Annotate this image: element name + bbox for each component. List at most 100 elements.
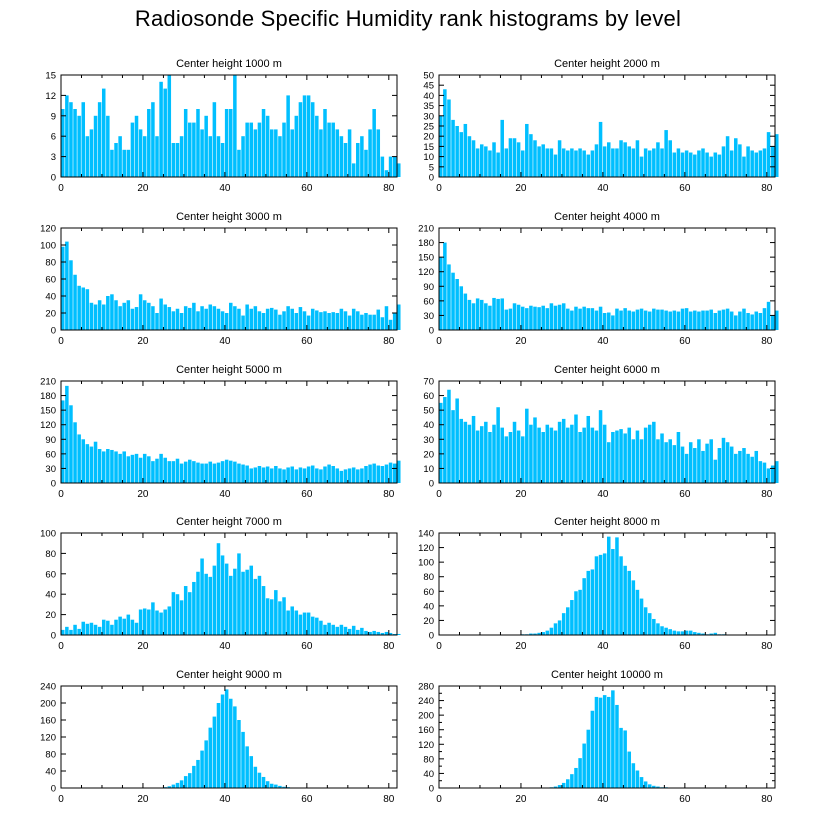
histogram-bar xyxy=(627,570,632,635)
histogram-bar xyxy=(110,149,114,177)
histogram-bar xyxy=(175,308,180,330)
histogram-bar xyxy=(529,305,533,330)
histogram-bar xyxy=(607,536,611,635)
histogram-bar xyxy=(331,312,335,330)
histogram-bar xyxy=(81,102,86,177)
histogram-bar xyxy=(142,300,147,330)
histogram-bar xyxy=(553,786,558,788)
histogram-bar xyxy=(130,308,135,330)
histogram-bar xyxy=(302,468,307,483)
histogram-bar xyxy=(729,150,734,177)
x-tick-label: 0 xyxy=(436,183,442,194)
y-tick-label: 280 xyxy=(418,682,434,693)
histogram-bar xyxy=(249,468,254,483)
y-tick-label: 35 xyxy=(423,101,434,112)
histogram-bar xyxy=(459,286,464,330)
histogram-bar xyxy=(372,463,376,483)
histogram-bar xyxy=(163,457,167,483)
histogram-bar xyxy=(578,432,582,483)
histogram-bar xyxy=(155,313,159,330)
histogram-bar xyxy=(286,610,290,635)
histogram-bar xyxy=(335,626,340,635)
y-tick-label: 180 xyxy=(418,238,434,249)
histogram-bar xyxy=(647,150,652,177)
histogram-bar xyxy=(175,594,180,635)
histogram-panel: Center height 5000 m 0 20 40 60 80 0 30 60 90 120 1… xyxy=(40,364,401,500)
histogram-bar xyxy=(118,136,122,177)
y-tick-label: 15 xyxy=(423,142,434,153)
y-tick-label: 120 xyxy=(418,543,434,554)
histogram-bar xyxy=(734,453,738,483)
histogram-panel: Center height 1000 m 0 20 40 60 80 0 3 6 9 12 15 xyxy=(45,58,401,194)
histogram-bar xyxy=(343,311,348,330)
histogram-bar xyxy=(693,310,697,330)
histogram-bar xyxy=(159,453,163,483)
x-tick-label: 80 xyxy=(761,183,773,194)
histogram-bar xyxy=(114,619,118,635)
histogram-bar xyxy=(721,146,726,177)
histogram-bar xyxy=(701,450,705,483)
histogram-bar xyxy=(492,297,496,330)
histogram-bar xyxy=(339,624,344,635)
histogram-bar xyxy=(762,308,767,330)
histogram-bar xyxy=(717,154,722,177)
x-tick-label: 80 xyxy=(383,183,395,194)
y-tick-label: 60 xyxy=(45,449,56,460)
histogram-panel: Center height 3000 m 0 20 40 60 80 0 20 40 60 80 10… xyxy=(40,211,401,347)
histogram-bar xyxy=(451,410,455,483)
histogram-bar xyxy=(73,624,77,635)
histogram-bar xyxy=(310,102,315,177)
histogram-bar xyxy=(693,154,697,177)
histogram-bar xyxy=(471,415,476,483)
histogram-bar xyxy=(327,122,331,177)
y-tick-label: 210 xyxy=(40,377,56,388)
histogram-bar xyxy=(61,246,65,330)
histogram-bar xyxy=(229,460,233,483)
histogram-bar xyxy=(151,602,155,635)
x-tick-label: 20 xyxy=(137,641,149,652)
histogram-bar xyxy=(545,308,550,330)
histogram-bar xyxy=(347,315,352,330)
histogram-bar xyxy=(553,430,558,483)
histogram-bar xyxy=(233,75,237,177)
histogram-bar xyxy=(561,303,566,330)
histogram-bar xyxy=(171,311,176,330)
histogram-bar xyxy=(212,102,217,177)
histogram-bar xyxy=(574,414,578,483)
histogram-bar xyxy=(196,462,200,483)
histogram-bar xyxy=(713,313,718,330)
panel-title: Center height 9000 m xyxy=(176,669,282,681)
histogram-bar xyxy=(570,148,574,177)
histogram-bar xyxy=(106,620,110,635)
histogram-bar xyxy=(134,453,139,483)
histogram-bar xyxy=(590,427,595,483)
histogram-bar xyxy=(754,450,759,483)
histogram-bar xyxy=(282,311,286,330)
histogram-bar xyxy=(360,314,364,330)
histogram-bar xyxy=(635,430,640,483)
histogram-bar xyxy=(331,122,335,177)
histogram-bar xyxy=(762,148,767,177)
histogram-bar xyxy=(709,439,713,483)
x-tick-label: 60 xyxy=(679,794,691,805)
histogram-bar xyxy=(73,422,77,483)
histogram-bar xyxy=(298,614,303,635)
histogram-bar xyxy=(155,136,159,177)
histogram-bar xyxy=(488,432,492,483)
histogram-bar xyxy=(69,629,73,635)
histogram-bar xyxy=(557,304,562,330)
histogram-bar xyxy=(639,308,644,330)
histogram-bar xyxy=(368,464,372,483)
histogram-bar xyxy=(582,578,586,635)
histogram-bar xyxy=(525,308,529,330)
histogram-bar xyxy=(384,306,389,330)
histogram-bar xyxy=(261,109,266,177)
histogram-bar xyxy=(204,115,208,177)
histogram-bar xyxy=(302,311,307,330)
histogram-bar xyxy=(319,620,323,635)
x-tick-label: 20 xyxy=(137,794,149,805)
x-tick-label: 0 xyxy=(436,336,442,347)
histogram-bar xyxy=(339,136,344,177)
histogram-bar xyxy=(688,442,693,483)
histogram-bar xyxy=(775,134,779,177)
